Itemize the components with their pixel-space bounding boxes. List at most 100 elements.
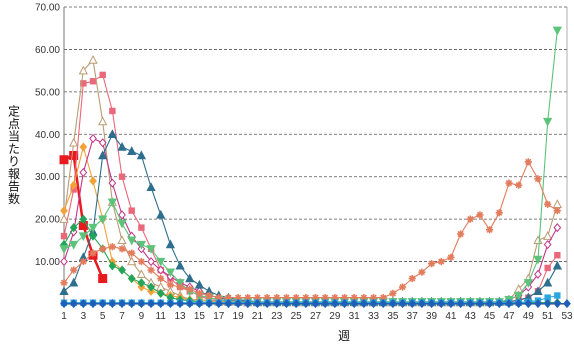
data-point (175, 279, 185, 288)
data-point (543, 240, 552, 250)
data-point (263, 298, 271, 309)
data-point (79, 298, 88, 309)
data-point (330, 298, 339, 309)
data-point (127, 236, 137, 246)
x-tick-label: 43 (465, 311, 477, 322)
data-point (523, 279, 533, 288)
data-point (514, 291, 524, 301)
y-tick-label: 10.00 (35, 257, 60, 268)
series-2 (60, 71, 561, 306)
data-point (272, 298, 281, 309)
data-point (205, 292, 213, 299)
data-point (147, 256, 155, 267)
data-point (554, 292, 561, 299)
data-point (69, 223, 78, 233)
data-point (59, 286, 69, 295)
x-tick-label: 49 (523, 311, 535, 322)
y-tick-label: 70.00 (35, 3, 60, 14)
data-point (79, 214, 88, 224)
data-point (399, 283, 406, 291)
data-point (175, 260, 185, 270)
x-tick-label: 53 (561, 311, 573, 322)
y-tick-label: 40.00 (35, 130, 60, 141)
data-point (146, 182, 156, 192)
data-point (340, 298, 349, 309)
x-tick-label: 35 (387, 311, 399, 322)
data-point (534, 269, 542, 279)
data-point (456, 298, 465, 309)
data-point (554, 252, 561, 259)
data-point (264, 294, 271, 301)
data-point (544, 264, 551, 272)
data-point (398, 298, 407, 309)
data-point (107, 198, 117, 208)
data-point (225, 294, 232, 301)
data-point (118, 173, 126, 180)
data-point (534, 298, 542, 309)
data-point (301, 298, 310, 309)
series-line (63, 161, 558, 299)
data-point (80, 258, 87, 265)
data-point (156, 265, 165, 275)
data-point (418, 298, 426, 309)
data-point (196, 290, 203, 297)
x-tick-label: 11 (156, 311, 167, 322)
data-point (553, 298, 562, 309)
series-line (64, 294, 558, 304)
data-point (185, 273, 195, 283)
data-point (147, 298, 155, 309)
data-point (117, 219, 127, 229)
data-point (69, 240, 79, 250)
data-point (554, 207, 561, 214)
data-point (147, 266, 155, 274)
data-point (109, 107, 116, 115)
data-point (127, 298, 136, 309)
series-7 (60, 214, 562, 308)
data-point (351, 294, 358, 301)
data-point (70, 266, 77, 274)
data-point (418, 269, 426, 276)
series-layer (59, 26, 571, 309)
data-point (515, 182, 522, 189)
data-point (544, 294, 551, 301)
data-point (128, 207, 135, 214)
x-tick-label: 27 (310, 311, 322, 322)
data-point (186, 286, 193, 293)
x-tick-label: 41 (445, 311, 457, 322)
data-point (321, 298, 330, 309)
x-tick-label: 17 (213, 311, 225, 322)
x-tick-label: 7 (119, 311, 125, 322)
series-11 (60, 298, 571, 309)
data-point (165, 268, 176, 278)
data-point (79, 142, 88, 152)
data-point (137, 298, 146, 309)
data-point (78, 221, 88, 231)
data-point (533, 235, 543, 245)
data-point (118, 265, 126, 275)
data-point (235, 294, 242, 301)
data-point (78, 232, 88, 242)
data-point (341, 294, 348, 301)
data-point (533, 286, 543, 295)
data-point (108, 178, 117, 188)
data-point (379, 298, 388, 309)
data-point (89, 78, 97, 85)
data-point (283, 294, 290, 301)
data-point (495, 298, 504, 309)
data-point (322, 294, 329, 301)
x-tick-label: 15 (194, 311, 206, 322)
data-point (505, 298, 513, 309)
y-tick-label: 60.00 (35, 45, 60, 56)
data-point (60, 279, 68, 286)
data-point (156, 298, 165, 309)
data-point (360, 298, 368, 309)
data-point (89, 298, 97, 309)
data-point (89, 249, 97, 257)
x-tick-label: 33 (368, 311, 380, 322)
data-point (552, 199, 562, 208)
data-point (59, 155, 69, 165)
data-point (437, 298, 446, 309)
data-point (525, 158, 532, 165)
